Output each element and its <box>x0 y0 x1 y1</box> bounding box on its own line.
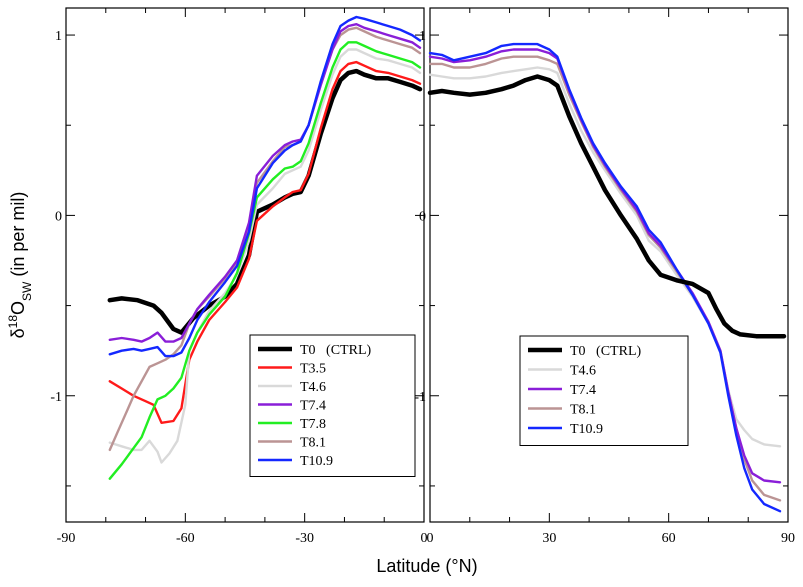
x-axis-label: Latitude (°N) <box>376 556 477 576</box>
plot-layer: -90 -60 -30 010-1T0 (CTRL)T3.5T4.6T7.4T7.8T… <box>50 8 795 546</box>
left-x-tick-label: -90 <box>57 531 76 546</box>
left-series-t7-8 <box>108 41 422 480</box>
right-legend: T0 (CTRL) T4.6 T7.4 T8.1 T10.9 <box>519 335 689 446</box>
right-legend-label-t4-6: T4.6 <box>570 364 596 379</box>
left-legend-label-t7-4: T7.4 <box>300 399 326 414</box>
left-y-tick-label: -1 <box>50 390 62 405</box>
right-series-t10-9 <box>428 42 782 513</box>
left-legend: T0 (CTRL) T3.5 T4.6 T7.4 T7.8 T8.1 T10.9 <box>249 334 416 477</box>
right-x-tick-label: 60 <box>662 531 676 546</box>
right-x-tick-label: 0 <box>427 531 434 546</box>
right-legend-label-t0-ctrl: T0 (CTRL) <box>570 344 641 359</box>
left-y-tick-label: 1 <box>55 29 62 44</box>
left-series-t3-5 <box>108 60 422 424</box>
right-panel-frame <box>429 7 789 523</box>
left-series-t4-6 <box>108 48 422 464</box>
left-x-tick-label: -60 <box>176 531 195 546</box>
left-legend-label-t7-8: T7.8 <box>300 417 326 432</box>
right-legend-label-t8-1: T8.1 <box>570 403 596 418</box>
left-legend-label-t4-6: T4.6 <box>300 380 326 395</box>
left-series-t7-4 <box>108 23 422 343</box>
left-legend-box <box>249 334 416 477</box>
right-legend-label-t10-9: T10.9 <box>570 422 603 437</box>
left-series-t10-9 <box>108 15 422 358</box>
left-series-t0-ctrl <box>107 68 423 335</box>
left-legend-label-t10-9: T10.9 <box>300 454 333 469</box>
y-axis-label: δ18OSW (in per mil) <box>6 192 34 339</box>
left-legend-label-t8-1: T8.1 <box>300 436 326 451</box>
left-y-tick-label: 0 <box>55 209 62 224</box>
right-y-tick-label: -1 <box>414 390 426 405</box>
left-legend-label-t3-5: T3.5 <box>300 362 326 377</box>
right-y-tick-label: 1 <box>419 29 426 44</box>
right-series-t0-ctrl <box>427 74 787 339</box>
left-x-tick-label: -30 <box>295 531 314 546</box>
left-legend-label-t0-ctrl: T0 (CTRL) <box>300 343 371 358</box>
right-x-tick-label: 90 <box>781 531 795 546</box>
right-x-tick-label: 30 <box>542 531 556 546</box>
right-y-tick-label: 0 <box>419 209 426 224</box>
right-legend-label-t7-4: T7.4 <box>570 383 596 398</box>
left-x-tick-label: 0 <box>421 531 428 546</box>
left-panel-frame <box>65 7 425 523</box>
